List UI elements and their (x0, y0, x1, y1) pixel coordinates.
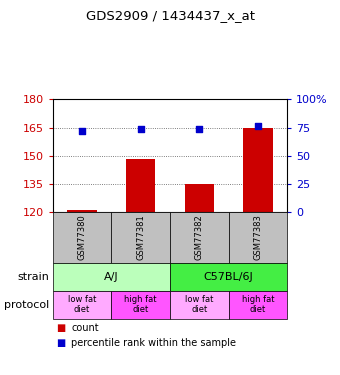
Text: strain: strain (17, 272, 49, 282)
Text: high fat
diet: high fat diet (124, 295, 157, 314)
Text: GDS2909 / 1434437_x_at: GDS2909 / 1434437_x_at (85, 9, 255, 22)
Bar (185, 184, 214, 212)
Text: ▶: ▶ (54, 272, 62, 282)
Text: A/J: A/J (104, 272, 119, 282)
Text: C57BL/6J: C57BL/6J (204, 272, 254, 282)
Text: high fat
diet: high fat diet (242, 295, 274, 314)
Point (79, 128, 85, 134)
Text: GSM77380: GSM77380 (78, 214, 86, 260)
Text: GSM77381: GSM77381 (136, 214, 145, 260)
Text: low fat
diet: low fat diet (68, 295, 96, 314)
Text: percentile rank within the sample: percentile rank within the sample (71, 338, 236, 348)
Text: ▶: ▶ (54, 300, 62, 310)
Bar (67, 210, 97, 212)
Bar (126, 159, 155, 212)
Text: GSM77383: GSM77383 (254, 214, 262, 260)
Text: ■: ■ (56, 338, 65, 348)
Text: protocol: protocol (4, 300, 49, 310)
Point (197, 126, 202, 132)
Point (138, 126, 143, 132)
Text: ■: ■ (56, 323, 65, 333)
Text: GSM77382: GSM77382 (195, 214, 204, 260)
Text: low fat
diet: low fat diet (185, 295, 214, 314)
Text: count: count (71, 323, 99, 333)
Bar (243, 128, 273, 212)
Point (255, 123, 261, 129)
